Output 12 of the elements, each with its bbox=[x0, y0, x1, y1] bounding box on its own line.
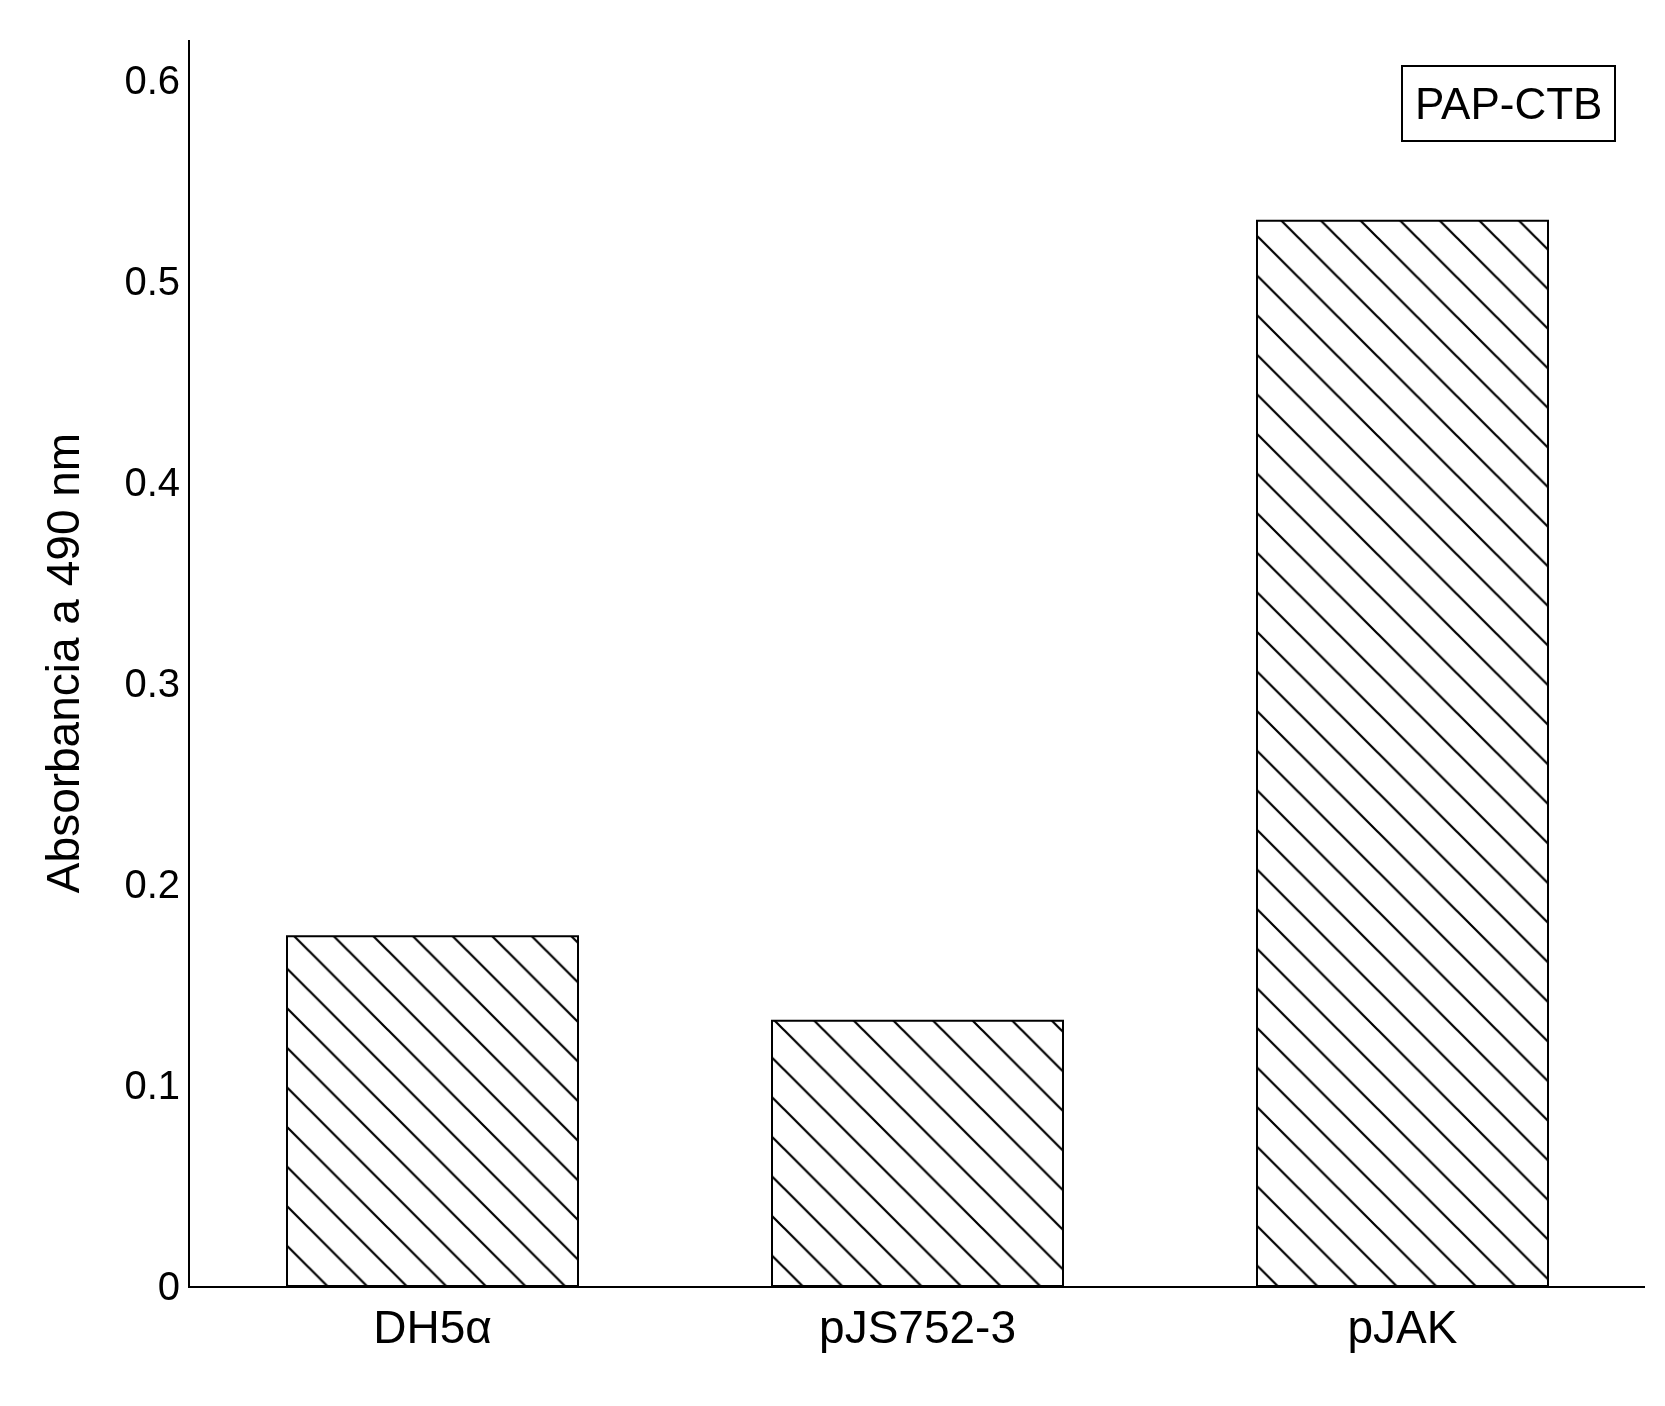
annotation: PAP-CTB bbox=[1415, 79, 1603, 128]
y-tick-label: 0 bbox=[157, 1264, 180, 1308]
x-tick-label: DH5α bbox=[373, 1301, 492, 1354]
y-tick-label: 0.4 bbox=[124, 460, 180, 505]
y-axis-title: Absorbancia a 490 nm bbox=[37, 432, 90, 894]
y-tick-label: 0.1 bbox=[124, 1063, 180, 1108]
x-tick-label: pJAK bbox=[1347, 1301, 1458, 1354]
y-tick-label: 0.6 bbox=[124, 58, 180, 103]
y-tick-label: 0.2 bbox=[124, 862, 180, 907]
x-tick-label: pJS752-3 bbox=[819, 1301, 1016, 1354]
y-tick-label: 0.3 bbox=[124, 661, 180, 706]
y-tick-label: 0.5 bbox=[124, 259, 180, 304]
